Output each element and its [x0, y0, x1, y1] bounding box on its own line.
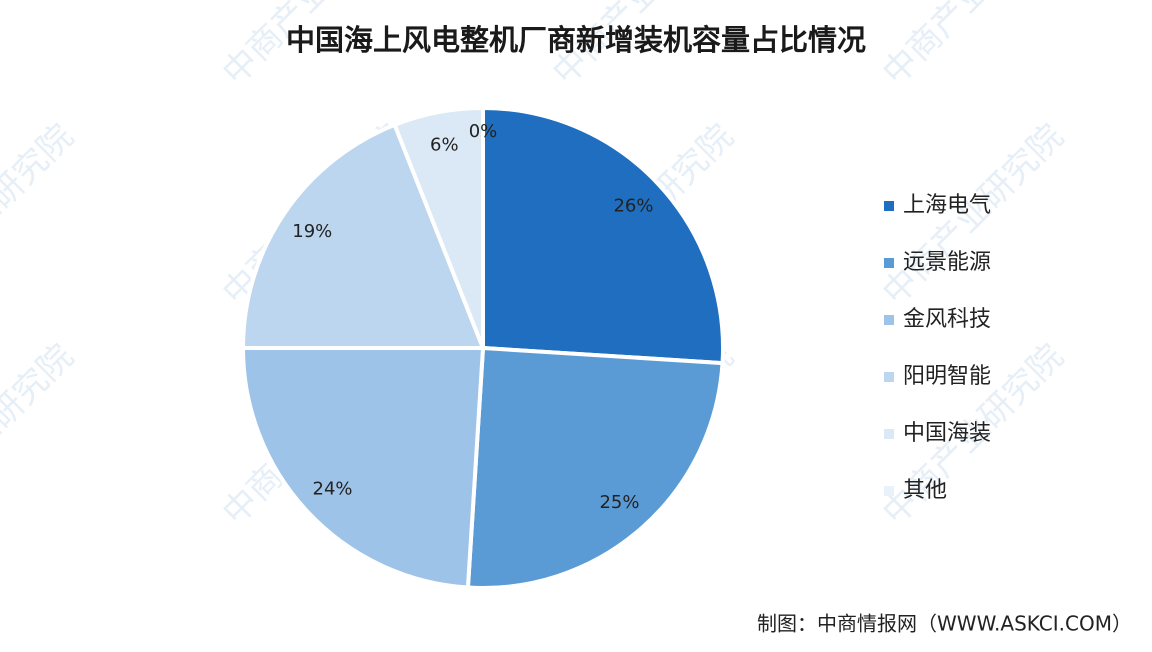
source-note: 制图：中商情报网（WWW.ASKCI.COM）	[757, 612, 1132, 636]
data-label: 26%	[613, 196, 653, 217]
data-label: 25%	[599, 492, 639, 513]
pie-slice	[465, 345, 725, 590]
watermark: 中商产业研究院	[0, 337, 81, 534]
legend-swatch	[884, 372, 894, 382]
pie-slice	[481, 105, 725, 366]
legend-label: 远景能源	[903, 250, 991, 275]
legend-label: 上海电气	[903, 193, 991, 218]
legend-swatch	[884, 429, 894, 439]
pie-slice	[240, 122, 486, 350]
legend-swatch	[884, 258, 894, 268]
chart-title: 中国海上风电整机厂商新增装机容量占比情况	[286, 23, 866, 57]
legend-label: 金风科技	[903, 307, 991, 332]
data-label: 6%	[430, 134, 459, 155]
legend-label: 其他	[903, 478, 947, 503]
legend-label: 中国海装	[903, 421, 991, 446]
watermark: 中商产业研究院	[0, 117, 81, 314]
pie: 26% 25% 24% 19% 6% 0%	[240, 105, 725, 590]
data-label: 0%	[469, 121, 498, 142]
legend-label: 阳明智能	[903, 364, 991, 389]
pie-slice	[240, 346, 486, 590]
legend-swatch	[884, 201, 894, 211]
watermark: 中商产业研究院	[0, 0, 81, 93]
data-label: 19%	[292, 221, 332, 242]
legend-swatch	[884, 486, 894, 496]
legend-swatch	[884, 315, 894, 325]
data-label: 24%	[313, 478, 353, 499]
watermark: 中商产业研究院	[875, 0, 1072, 93]
